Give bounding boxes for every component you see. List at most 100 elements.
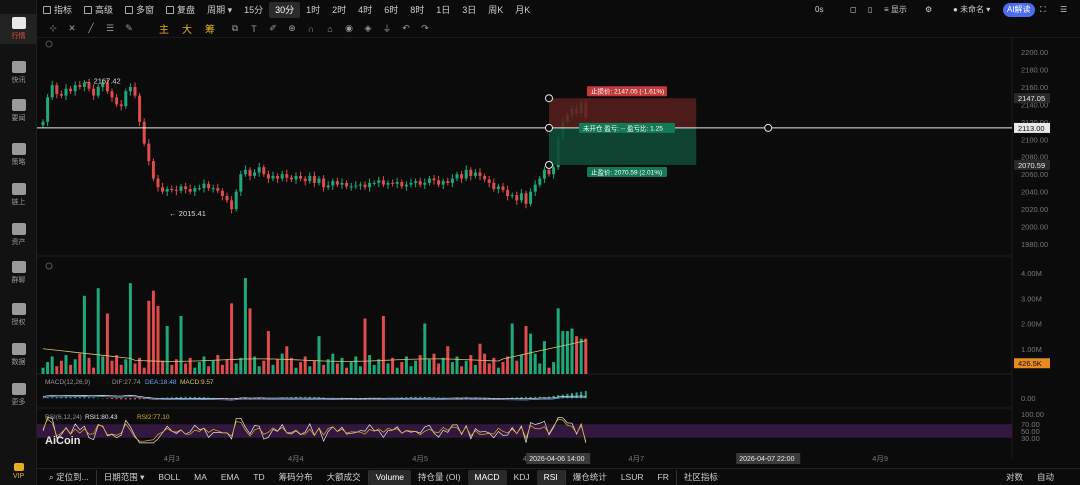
fullscreen-icon[interactable]: ⛶ [1040,5,1046,14]
indicator-tab[interactable]: 大额成交 [326,471,361,482]
sidebar-item[interactable]: 行情 [0,14,37,44]
ruler-icon[interactable]: ✐ [269,23,277,33]
candle-body [460,174,464,179]
overlay-toggle[interactable]: 大 [182,25,192,36]
menu-icon[interactable]: ☰ [1060,5,1068,14]
copy-icon[interactable]: ⧉ [231,23,239,33]
indicator-tab[interactable]: FR [657,471,669,482]
multi-window-menu[interactable]: 多窗 [119,2,160,18]
sidebar-item[interactable]: 数据 [0,340,37,370]
interval-tab[interactable]: 6时 [384,5,399,15]
interval-tab[interactable]: 30分 [269,2,301,18]
indicator-tab[interactable]: MACD [467,469,507,485]
interval-tab[interactable]: 周K [488,5,504,15]
interval-tab[interactable]: 8时 [410,5,425,15]
chart-area[interactable]: 2200.00 2180.00 2160.00 2140.00 2120.00 2100.… [37,38,1080,468]
zoom-icon[interactable]: ⊕ [288,23,296,33]
candle-body [395,182,399,184]
macd-histogram-bar [161,397,164,399]
replay-menu[interactable]: 复盘 [160,2,201,18]
brush-icon[interactable]: ✎ [125,23,133,33]
sidebar-item[interactable]: 更多 [0,380,37,410]
indicator-tab[interactable]: 社区指标 [675,469,725,485]
sidebar-item[interactable]: 快讯 [0,58,37,88]
eye-icon[interactable]: ◉ [345,23,353,33]
interval-tab[interactable]: 2时 [332,5,347,15]
candle-body [345,182,349,187]
ai-analysis-button[interactable]: AI解读 [1003,3,1035,17]
sidebar-item[interactable]: 链上 [0,180,37,210]
filter-icon[interactable]: ⏚ [382,24,392,34]
volume-bar [492,357,496,374]
volume-bar [41,367,45,374]
sidebar-item[interactable]: VIP [0,456,37,485]
indicator-tab[interactable]: LSUR [620,471,644,482]
date-range-button[interactable]: 日期范围 ▾ [95,469,152,485]
candle-body [92,88,96,96]
interval-tab[interactable]: 1时 [306,5,321,15]
trendline-icon[interactable]: ╱ [88,23,94,33]
volume-bar [469,355,473,374]
sidebar-item[interactable]: 策略 [0,140,37,170]
volume-bar [243,278,247,374]
indicator-tab[interactable]: 筹码分布 [278,471,313,482]
period-menu[interactable]: 周期 ▾ [207,5,233,15]
indicator-menu[interactable]: 指标 [37,2,78,18]
sidebar-item[interactable]: 授权 [0,300,37,330]
interval-tab[interactable]: 月K [515,5,531,15]
camera-icon[interactable]: ◻ [850,5,857,14]
interval-tab[interactable]: 15分 [244,5,264,15]
indicator-tab[interactable]: 持仓量 (OI) [418,471,461,482]
sidebar-item[interactable]: 群聊 [0,258,37,288]
interval-tab[interactable]: 1日 [436,5,451,15]
candle-body [340,182,344,185]
candle-body [207,183,211,189]
indicator-tab[interactable]: 爆仓统计 [564,469,614,485]
redo-icon[interactable]: ↷ [421,23,429,33]
magnet-icon[interactable]: ∩ [307,23,315,34]
candle-body [312,175,316,183]
rsi-label: RSI(6,12,24) [45,414,82,421]
interval-tab[interactable]: 4时 [358,5,373,15]
indicator-tab[interactable]: Volume [367,469,412,485]
indicator-tab[interactable]: BOLL [158,471,181,482]
candle-body [266,174,270,179]
indicator-tab[interactable]: EMA [220,471,240,482]
interval-tab[interactable]: 3日 [462,5,477,15]
volume-bar [584,338,588,374]
undo-icon[interactable]: ↶ [402,23,410,33]
macd-histogram-bar [193,396,196,399]
indicator-tab[interactable]: TD [253,471,265,482]
indicator-tab[interactable]: RSI [536,469,565,485]
settings-icon[interactable]: ⚙ [925,5,933,14]
sidebar-item[interactable]: 要闻 [0,96,37,126]
overlay-toggle[interactable]: 筹 [205,25,215,36]
crosshair-icon[interactable]: ✕ [68,23,76,33]
auto-scale-toggle[interactable]: 自动 [1037,471,1055,482]
volume-bar [510,323,514,374]
lock-icon[interactable]: ⌂ [327,23,333,34]
pane-settings-icon [45,40,53,48]
sidebar-item[interactable]: 资产 [0,220,37,250]
volume-bar [414,360,418,374]
advanced-menu[interactable]: 高级 [78,2,119,18]
overlay-toggle[interactable]: 主 [159,25,169,36]
log-scale-toggle[interactable]: 对数 [1006,471,1024,482]
indicator-tab[interactable]: KDJ [513,471,530,482]
macd-histogram-bar [138,398,141,400]
locate-button[interactable]: ⌕ 定位到... [49,471,89,482]
cursor-icon[interactable]: ⊹ [49,23,57,33]
lines-icon[interactable]: ☰ [105,23,115,33]
candle-body [547,169,551,175]
indicator-tab[interactable]: MA [194,471,207,482]
tag-icon[interactable]: ◈ [364,23,372,33]
crosshair-time-bg [526,453,591,464]
account-selector[interactable]: ● 未命名 ▾ [953,5,991,14]
volume-bar [400,362,404,374]
macd-histogram-bar [88,397,90,399]
volume-bar [455,356,459,374]
layout-icon[interactable]: ▯ [868,5,873,14]
display-button[interactable]: ≡ 显示 [884,5,907,14]
candle-body [128,86,132,92]
text-icon[interactable]: T [251,23,257,34]
